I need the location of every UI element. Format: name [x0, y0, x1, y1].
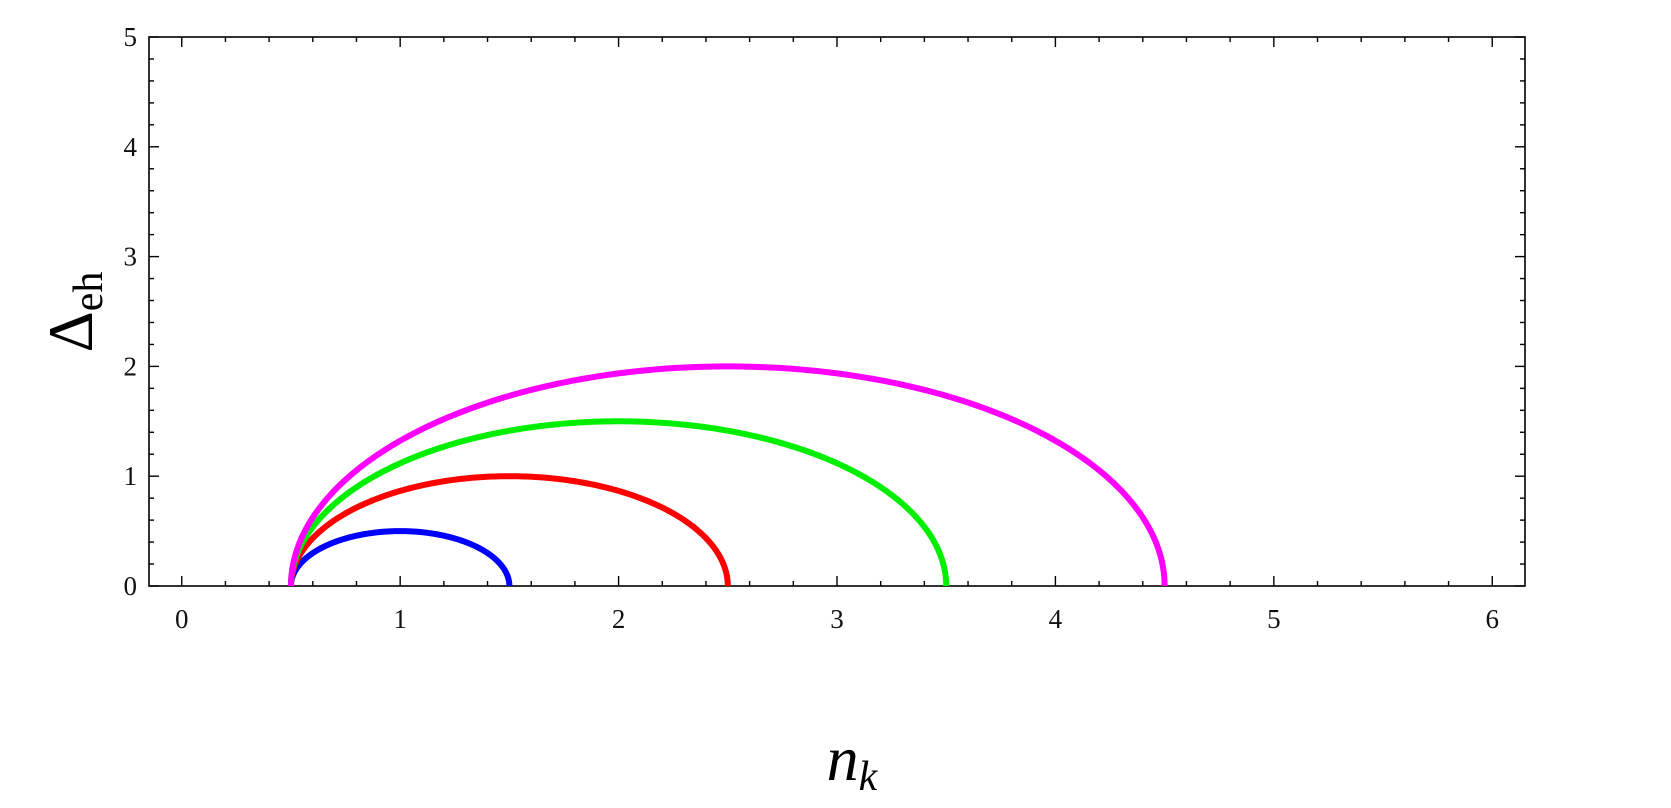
x-tick-label: 5 — [1267, 604, 1281, 634]
x-axis-label: nk — [827, 723, 879, 800]
series-line-3 — [287, 418, 950, 587]
plot-frame — [148, 36, 1526, 587]
series-line-2 — [287, 473, 731, 587]
y-axis-label: Δeh — [35, 272, 112, 353]
y-axis-label-sub: eh — [66, 272, 112, 312]
y-tick-label: 3 — [124, 242, 138, 272]
x-tick-label: 0 — [175, 604, 189, 634]
x-tick-label: 1 — [393, 604, 407, 634]
y-tick-label: 0 — [124, 571, 138, 601]
x-axis-label-sub: k — [859, 754, 879, 800]
series-layer — [287, 363, 1168, 587]
x-tick-label: 2 — [612, 604, 626, 634]
y-tick-label: 4 — [124, 132, 138, 162]
x-axis-label-base: n — [827, 723, 859, 794]
x-tick-label: 3 — [830, 604, 844, 634]
x-tick-label: 4 — [1049, 604, 1063, 634]
ticks-layer — [149, 36, 1525, 587]
tick-labels: 0 1 2 3 4 5 6 0 1 2 3 4 5 — [124, 22, 1499, 634]
y-tick-label: 5 — [124, 22, 138, 52]
y-tick-label: 2 — [124, 351, 138, 381]
x-tick-label: 6 — [1485, 604, 1499, 634]
series-line-4 — [287, 363, 1168, 587]
series-line-1 — [287, 528, 513, 587]
plot-area — [148, 36, 1526, 587]
y-tick-label: 1 — [124, 461, 138, 491]
y-axis-label-base: Δ — [35, 311, 106, 352]
